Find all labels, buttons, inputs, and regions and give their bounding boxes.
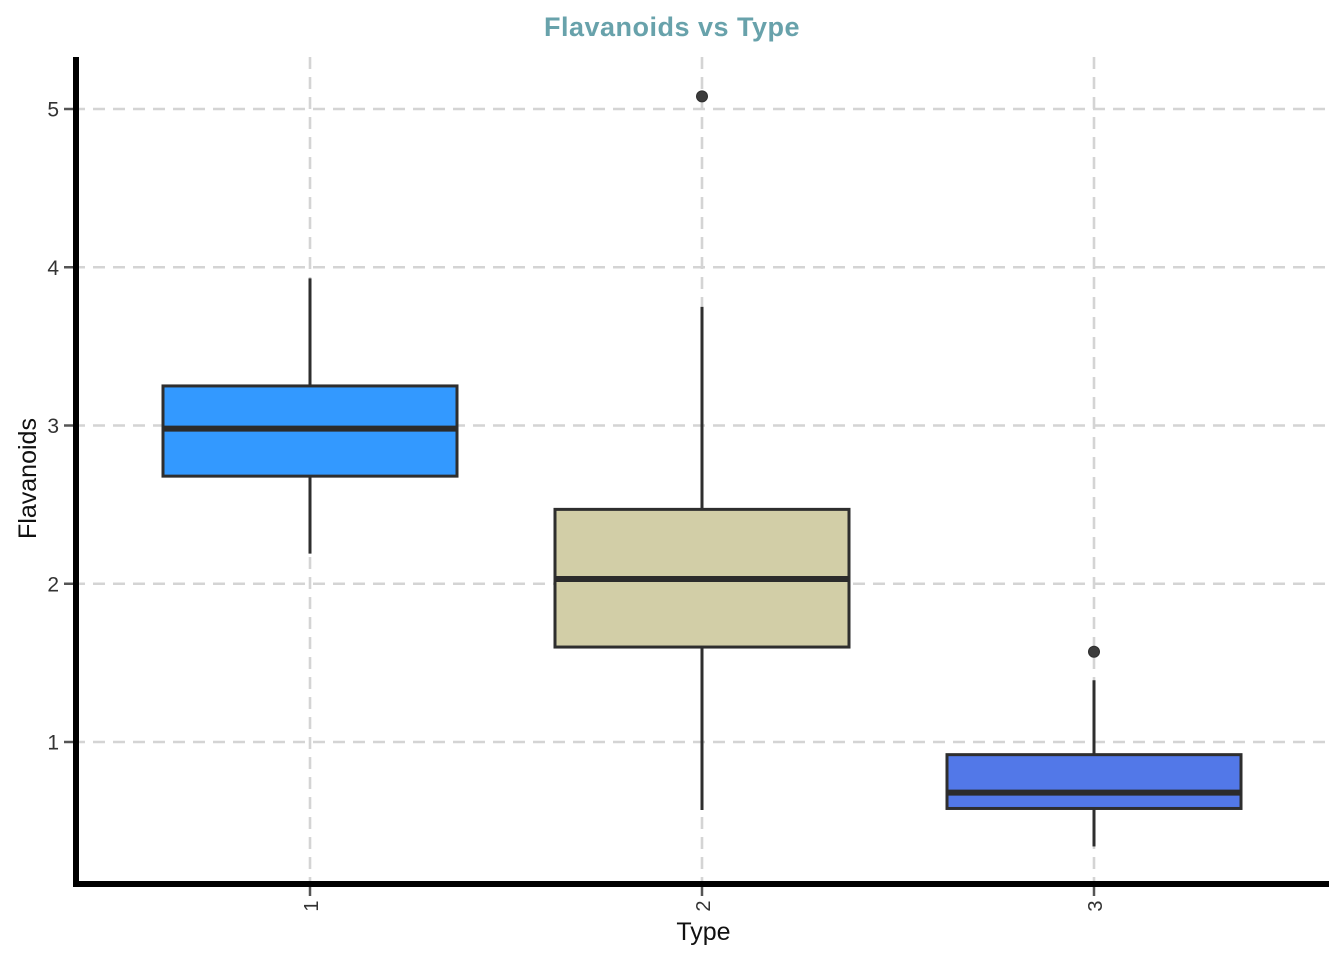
y-axis-title: Flavanoids xyxy=(14,418,42,539)
outlier-type-3 xyxy=(1088,645,1100,658)
x-tick-label: 1 xyxy=(301,900,323,911)
y-tick-label: 5 xyxy=(47,99,59,122)
chart-title: Flavanoids vs Type xyxy=(543,12,801,42)
y-tick-label: 3 xyxy=(47,415,59,438)
y-tick-label: 4 xyxy=(47,257,59,280)
x-tick-label: 2 xyxy=(693,900,715,911)
y-tick-label: 2 xyxy=(47,573,59,596)
x-tick-label: 3 xyxy=(1085,900,1107,911)
box-type-3 xyxy=(945,753,1243,810)
x-axis-title: Type xyxy=(676,918,730,946)
y-tick-label: 1 xyxy=(47,732,59,755)
outlier-type-2 xyxy=(696,90,708,103)
